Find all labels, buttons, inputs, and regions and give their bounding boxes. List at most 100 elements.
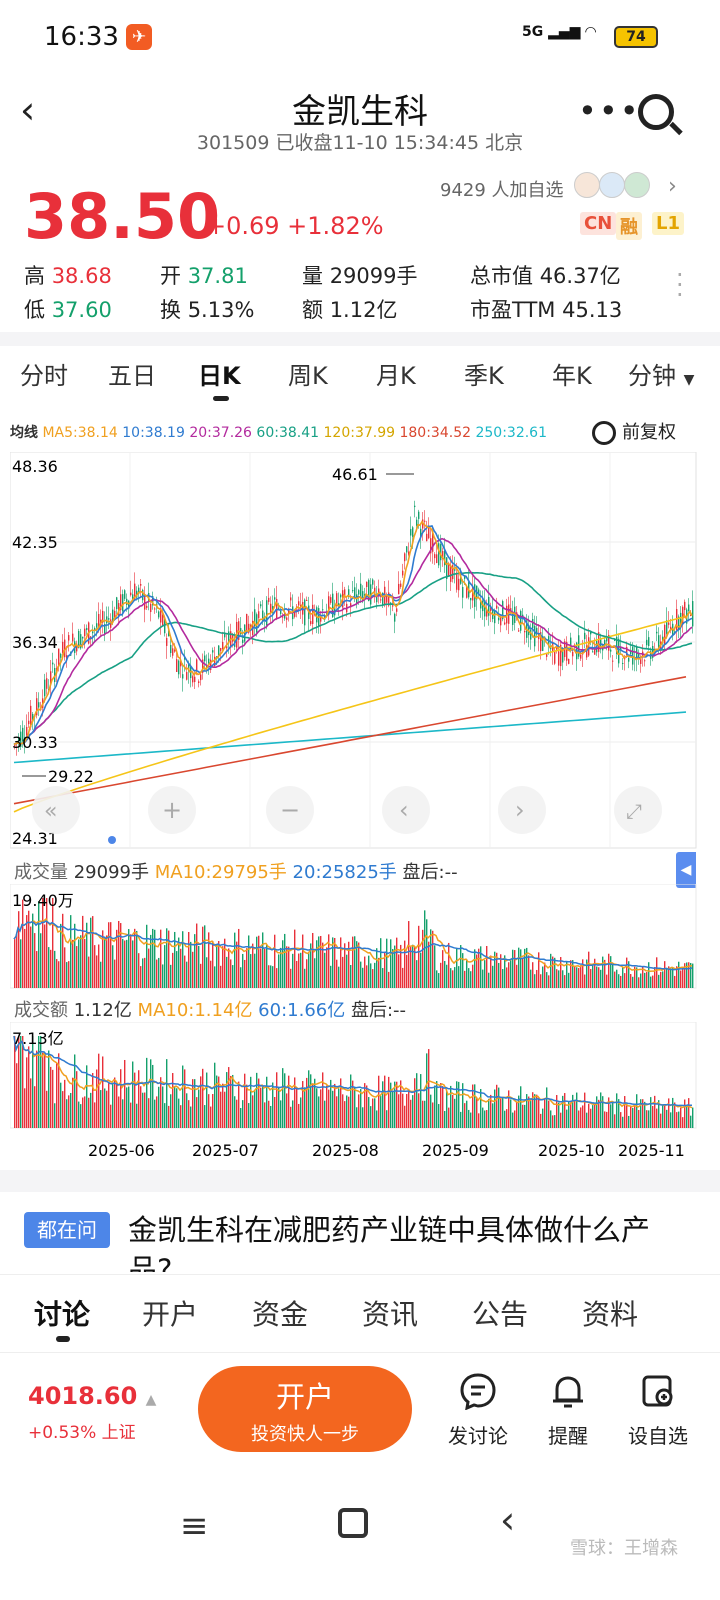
volume-bar — [612, 963, 614, 988]
volume-bar — [456, 948, 458, 988]
volume-bar — [84, 1096, 86, 1128]
volume-bar — [456, 1081, 458, 1128]
kline-chart[interactable]: 48.36 42.35 36.34 30.33 24.31 46.61 29.2… — [10, 452, 700, 852]
tab-news[interactable]: 资讯 — [362, 1298, 419, 1331]
volume-bar — [674, 975, 676, 988]
x-tick-label: 2025-06 — [88, 1141, 155, 1160]
volume-bar — [470, 971, 472, 988]
volume-bar — [378, 1075, 380, 1128]
volume-bar — [160, 1077, 162, 1128]
volume-bar — [16, 1063, 18, 1128]
candle — [540, 632, 542, 652]
tab-open-account[interactable]: 开户 — [142, 1298, 199, 1331]
volume-bar — [252, 1095, 254, 1128]
candle — [606, 637, 608, 642]
volume-bar — [310, 1074, 312, 1128]
volume-bar — [430, 1094, 432, 1128]
tab-yearly-k[interactable]: 年K — [552, 362, 592, 390]
volume-bar — [398, 1094, 400, 1128]
volume-bar — [164, 945, 166, 988]
candle — [316, 607, 318, 623]
tab-discussion[interactable]: 讨论 — [34, 1298, 91, 1331]
home-icon[interactable] — [338, 1508, 368, 1538]
volume-bar — [158, 1086, 160, 1128]
candle — [522, 614, 524, 618]
adjust-toggle[interactable]: 前复权 — [592, 418, 676, 445]
volume-bar — [56, 1063, 58, 1128]
open-account-button[interactable]: 开户 投资快人一步 — [198, 1366, 412, 1452]
volume-bar — [634, 1105, 636, 1128]
volume-bar — [502, 969, 504, 988]
back-icon[interactable]: ‹ — [20, 88, 36, 132]
y-tick-label: 30.33 — [12, 733, 58, 752]
volume-bar — [244, 959, 246, 988]
candle — [478, 589, 480, 594]
tab-announcements[interactable]: 公告 — [472, 1298, 529, 1331]
candle — [82, 636, 84, 639]
tab-quarterly-k[interactable]: 季K — [464, 362, 504, 390]
recent-apps-icon[interactable]: ≡ — [180, 1506, 209, 1546]
tab-profile[interactable]: 资料 — [582, 1298, 639, 1331]
candle — [414, 505, 416, 508]
ma60-line — [13, 571, 693, 746]
candle — [96, 623, 98, 628]
candle — [428, 525, 430, 539]
volume-bar — [420, 952, 422, 988]
volume-bar — [414, 1078, 416, 1128]
alert-button[interactable]: 提醒 — [528, 1372, 608, 1449]
tab-minute[interactable]: 分钟 ▼ — [628, 362, 695, 390]
candle — [248, 623, 250, 633]
volume-bar — [162, 964, 164, 988]
candle — [546, 654, 548, 657]
candle — [140, 584, 142, 586]
volume-bar — [476, 1097, 478, 1128]
tab-funds[interactable]: 资金 — [252, 1298, 309, 1331]
volume-bar — [448, 942, 450, 988]
volume-bar — [364, 1083, 366, 1128]
candle — [58, 648, 60, 667]
tab-daily-k[interactable]: 日K — [198, 362, 241, 390]
volume-bar — [32, 913, 34, 988]
volume-bar — [200, 963, 202, 988]
volume-bar — [302, 1081, 304, 1128]
amount-value: 1.12亿 — [73, 1000, 132, 1021]
candle — [490, 607, 492, 612]
volume-bar — [164, 1103, 166, 1128]
volume-bar — [640, 1099, 642, 1128]
volume-bar — [114, 1077, 116, 1128]
volume-bar — [140, 966, 142, 988]
volume-bar — [24, 1088, 26, 1128]
volume-bar — [674, 1102, 676, 1128]
follower-avatars[interactable] — [574, 172, 651, 202]
volume-bar — [362, 967, 364, 988]
candle — [30, 705, 32, 728]
system-back-icon[interactable]: ‹ — [500, 1498, 516, 1542]
status-time: 16:33 — [44, 22, 119, 52]
candle — [138, 587, 140, 594]
volume-bar — [74, 1054, 76, 1128]
watch-count[interactable]: 9429 人加自选 — [440, 180, 564, 201]
more-icon[interactable]: ••• — [578, 92, 641, 130]
add-watchlist-button[interactable]: 设自选 — [618, 1372, 698, 1449]
volume-bar — [568, 972, 570, 988]
tab-intraday[interactable]: 分时 — [20, 362, 68, 390]
search-icon[interactable] — [638, 94, 674, 130]
candle — [260, 604, 262, 607]
expand-stats-icon[interactable]: · · · — [676, 261, 684, 309]
tab-weekly-k[interactable]: 周K — [288, 362, 328, 390]
volume-bar — [112, 945, 114, 988]
candle — [640, 657, 642, 664]
tab-five-day[interactable]: 五日 — [108, 362, 156, 390]
candle — [168, 630, 170, 637]
volume-bar — [70, 1093, 72, 1128]
tab-monthly-k[interactable]: 月K — [376, 362, 416, 390]
volume-bar — [222, 946, 224, 988]
index-value[interactable]: 4018.60 ▲ — [28, 1382, 157, 1410]
side-panel-toggle[interactable]: ◀ — [676, 852, 696, 888]
volume-bar — [458, 1081, 460, 1128]
candle — [434, 554, 436, 559]
question-text[interactable]: 金凯生科在减肥药产业链中具体做什么产品? — [128, 1213, 651, 1272]
chevron-right-icon[interactable]: › — [668, 174, 677, 199]
post-discussion-button[interactable]: 发讨论 — [438, 1372, 518, 1449]
candle — [390, 602, 392, 604]
